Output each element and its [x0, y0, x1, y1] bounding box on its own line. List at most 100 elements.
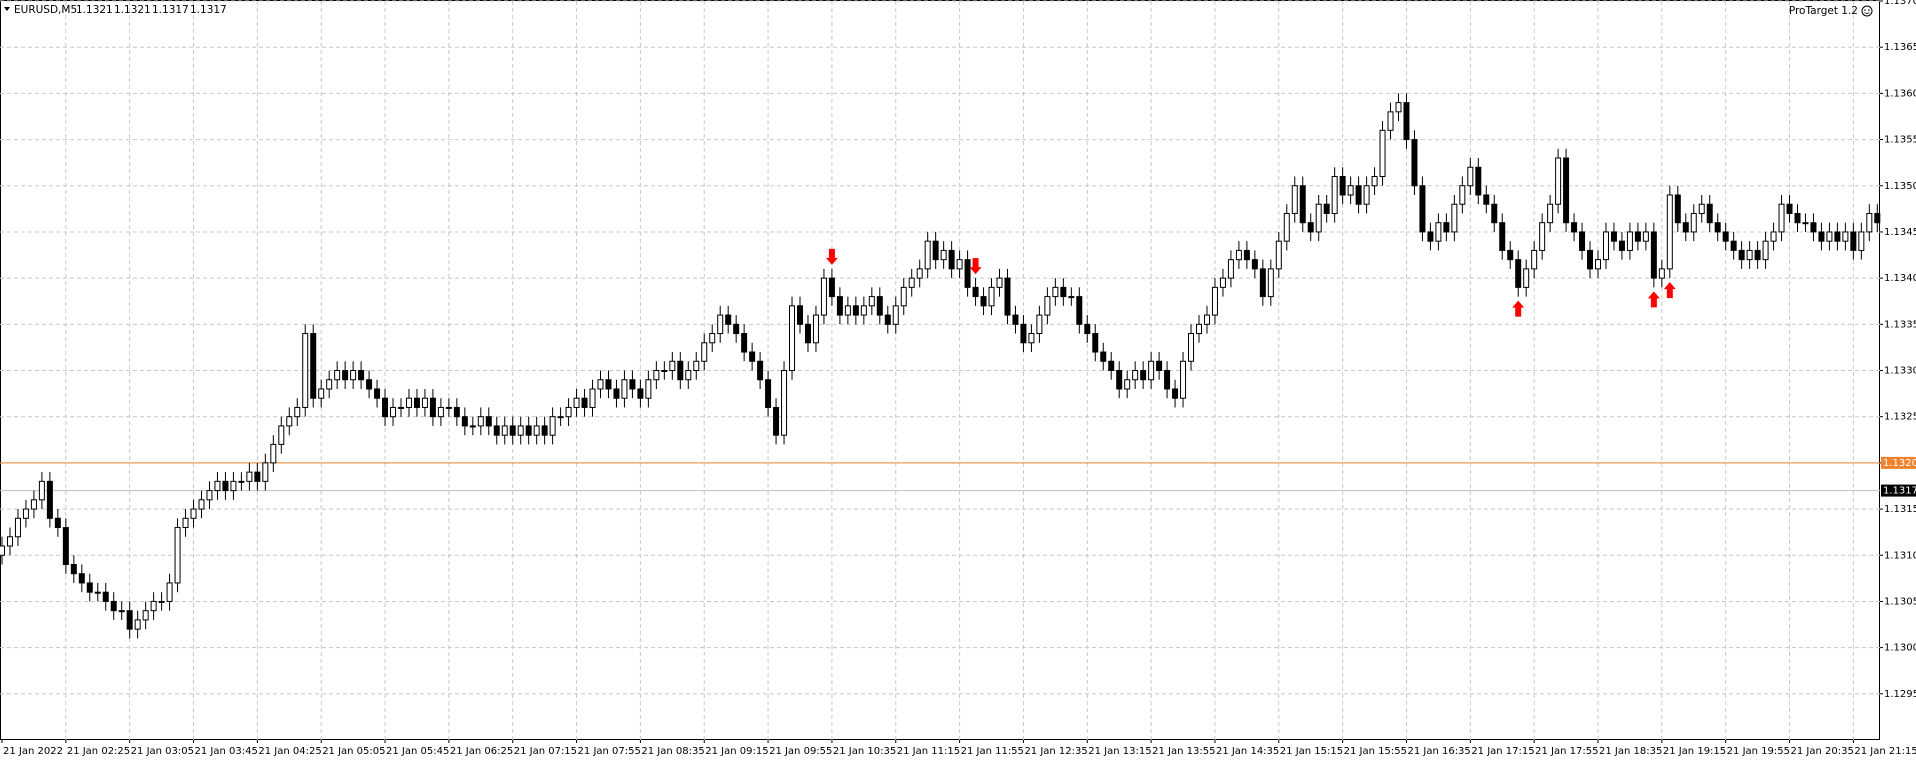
candle-body — [14, 517, 21, 538]
candle-body — [1060, 286, 1067, 298]
candle-body — [22, 508, 29, 519]
candle-body — [605, 379, 612, 390]
candle-body — [932, 240, 939, 261]
x-tick-label: 21 Jan 15:15 — [1280, 746, 1343, 757]
candle-body — [398, 406, 404, 409]
candle-body — [1714, 222, 1721, 233]
x-tick-label: 21 Jan 03:05 — [131, 746, 194, 757]
y-tick-label: 1.1335 — [1884, 319, 1916, 330]
candle-body — [757, 360, 764, 381]
candle-body — [294, 406, 301, 418]
candle-body — [198, 499, 205, 510]
x-tick-label: 21 Jan 15:55 — [1344, 746, 1407, 757]
candle-body — [1004, 277, 1011, 316]
candle-body — [1148, 360, 1155, 381]
candle-body — [948, 249, 955, 270]
level-label: 1.1320 — [1883, 458, 1916, 469]
candle-body — [1052, 286, 1059, 298]
x-tick-label: 21 Jan 09:15 — [705, 746, 768, 757]
candle-body — [134, 619, 141, 630]
candle-body — [326, 379, 333, 390]
candle-body — [1100, 351, 1107, 362]
candle-body — [1610, 231, 1617, 242]
candle-body — [1626, 231, 1633, 251]
x-tick-label: 21 Jan 17:55 — [1535, 746, 1598, 757]
candle-body — [453, 406, 460, 418]
level-label: 1.1317 — [1883, 486, 1916, 497]
x-tick-label: 21 Jan 21:15 — [1854, 746, 1916, 757]
candle-body — [110, 600, 117, 612]
candle-body — [525, 425, 532, 436]
candle-body — [1595, 259, 1601, 270]
candle-body — [685, 370, 692, 381]
candle-body — [437, 406, 444, 418]
candle-body — [1874, 212, 1881, 224]
candle-body — [669, 360, 676, 372]
candle-body — [78, 573, 85, 584]
candle-body — [1547, 203, 1554, 224]
symbol: EURUSD,M5 — [14, 4, 77, 16]
candle-body — [1124, 379, 1131, 390]
candle-body — [158, 600, 165, 603]
candle-body — [1044, 296, 1051, 316]
candle-body — [1395, 102, 1402, 113]
x-tick-label: 21 Jan 18:35 — [1599, 746, 1662, 757]
candles — [0, 93, 1881, 639]
candle-body — [1642, 231, 1649, 242]
candle-body — [102, 591, 109, 602]
candle-body — [1020, 323, 1027, 344]
candle-body — [70, 563, 77, 575]
x-tick-label: 21 Jan 10:35 — [833, 746, 896, 757]
candle-body — [1810, 222, 1817, 233]
candle-body — [1563, 157, 1570, 224]
candle-body — [613, 388, 620, 399]
candle-body — [190, 508, 197, 519]
y-tick-label: 1.1295 — [1884, 689, 1916, 700]
candle-body — [589, 388, 596, 408]
header-close: 1.1317 — [190, 4, 227, 16]
candle-body — [637, 388, 644, 399]
candle-body — [1188, 333, 1195, 362]
signal-arrow — [1512, 300, 1525, 317]
candle-body — [254, 471, 261, 482]
indicator-icon[interactable] — [1861, 5, 1873, 17]
candle-body — [222, 480, 229, 492]
candle-body — [1762, 240, 1769, 261]
candle-body — [956, 259, 963, 270]
candle-body — [1347, 185, 1354, 196]
y-tick-label: 1.1325 — [1884, 412, 1916, 423]
candle-body — [94, 591, 101, 594]
candle-body — [1786, 203, 1793, 214]
candle-body — [302, 333, 309, 408]
candle-body — [1658, 268, 1665, 279]
candle-body — [1259, 268, 1266, 298]
header-low: 1.1317 — [152, 4, 189, 16]
y-tick-label: 1.1370 — [1884, 0, 1916, 7]
candle-body — [1850, 231, 1857, 251]
candle-body — [30, 499, 37, 510]
candle-body — [1634, 231, 1641, 242]
candle-body — [629, 379, 636, 390]
candle-body — [1283, 212, 1290, 242]
candle-body — [1842, 231, 1849, 242]
candle-body — [820, 277, 827, 316]
candle-body — [868, 296, 875, 307]
candle-body — [501, 425, 508, 436]
y-tick-label: 1.1350 — [1884, 181, 1916, 192]
candle-body — [1690, 212, 1697, 233]
candle-body — [126, 610, 133, 630]
candle-body — [517, 425, 524, 436]
candle-body — [86, 582, 93, 593]
x-tick-label: 21 Jan 05:45 — [386, 746, 449, 757]
candle-body — [150, 600, 157, 612]
x-tick-label: 21 Jan 16:35 — [1407, 746, 1470, 757]
candle-body — [286, 416, 293, 427]
candle-body — [836, 296, 843, 316]
menu-triangle[interactable] — [4, 7, 10, 11]
level-label-bg — [1881, 456, 1916, 469]
candle-body — [765, 379, 772, 408]
candle-body — [238, 480, 245, 483]
candle-body — [1666, 194, 1673, 270]
candle-body — [1403, 102, 1410, 141]
